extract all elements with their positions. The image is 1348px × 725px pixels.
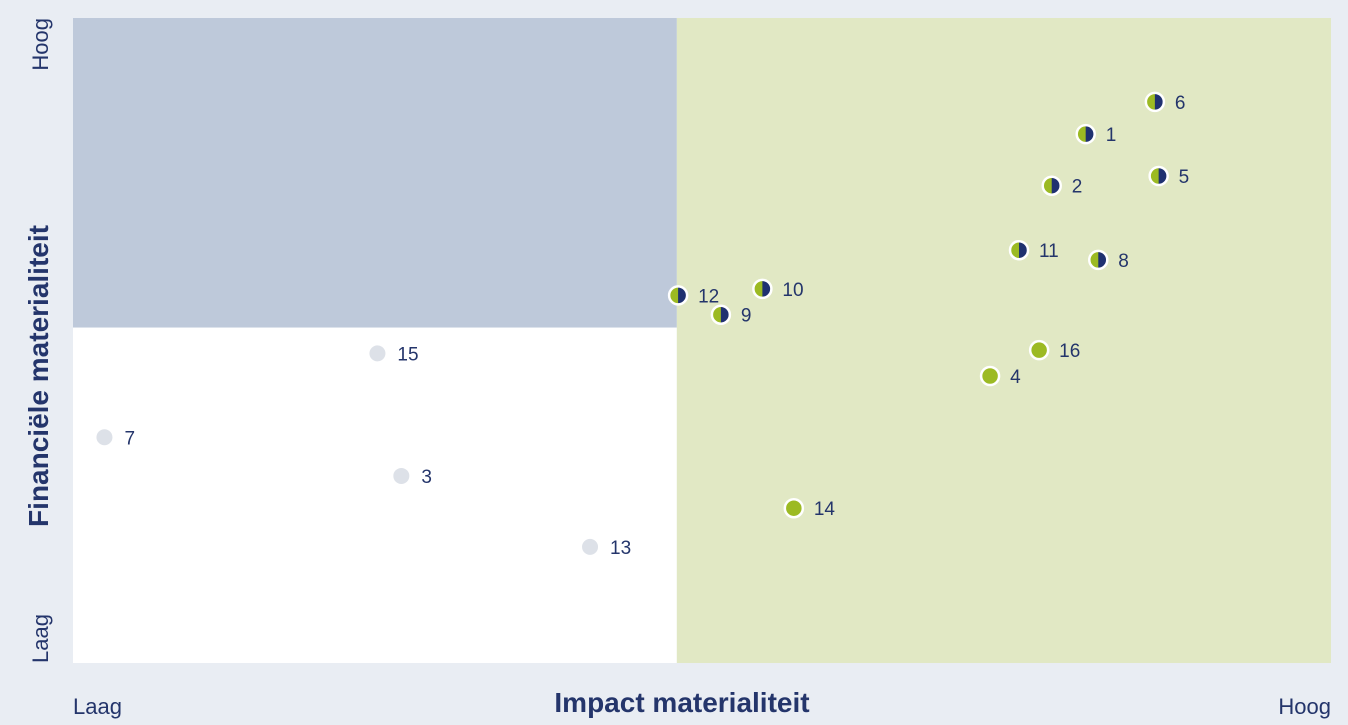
quadrant-bottom-left	[73, 327, 677, 663]
point-marker-ring-6	[1144, 91, 1166, 113]
point-marker-ring-12	[667, 285, 689, 306]
point-label-16: 16	[1059, 341, 1080, 362]
point-label-8: 8	[1118, 251, 1129, 272]
data-point-11: 11	[1008, 239, 1059, 262]
y-axis-title: Financiële materialiteit	[23, 225, 54, 527]
y-axis-low-label: Laag	[28, 614, 53, 663]
point-marker-4	[979, 365, 1001, 387]
point-marker-3	[393, 467, 410, 484]
point-label-6: 6	[1175, 93, 1186, 114]
point-label-7: 7	[124, 428, 135, 449]
data-point-15: 15	[369, 344, 419, 365]
data-point-6: 6	[1144, 91, 1186, 114]
point-marker-ring-11	[1008, 239, 1030, 261]
point-label-12: 12	[698, 286, 719, 307]
point-label-15: 15	[397, 344, 418, 365]
point-label-13: 13	[610, 538, 631, 559]
point-marker-ring-8	[1088, 249, 1109, 271]
point-label-14: 14	[814, 499, 836, 520]
data-point-14: 14	[783, 497, 836, 520]
x-axis-high-label: Hoog	[1278, 694, 1331, 719]
point-marker-13	[582, 538, 599, 555]
x-axis-low-label: Laag	[73, 694, 122, 719]
point-label-2: 2	[1072, 177, 1083, 198]
x-axis-title: Impact materialiteit	[554, 687, 809, 718]
data-point-2: 2	[1041, 175, 1083, 198]
data-point-3: 3	[393, 467, 432, 488]
data-point-10: 10	[752, 278, 804, 301]
data-point-8: 8	[1088, 249, 1129, 272]
point-marker-14	[783, 497, 805, 519]
point-label-5: 5	[1179, 167, 1190, 188]
point-label-9: 9	[741, 306, 752, 327]
quadrants	[73, 18, 1331, 663]
point-label-1: 1	[1106, 125, 1117, 146]
data-point-7: 7	[96, 428, 135, 449]
point-marker-ring-9	[710, 304, 732, 325]
data-point-1: 1	[1075, 123, 1117, 146]
data-point-16: 16	[1028, 339, 1080, 362]
point-label-11: 11	[1039, 241, 1059, 262]
data-point-12: 12	[667, 285, 719, 307]
quadrant-top-left	[73, 18, 677, 328]
quadrant-right	[676, 18, 1331, 663]
data-point-13: 13	[582, 538, 631, 559]
point-marker-ring-5	[1148, 165, 1169, 187]
point-marker-ring-1	[1075, 123, 1096, 145]
point-marker-7	[96, 429, 113, 446]
point-label-4: 4	[1010, 367, 1021, 388]
data-point-4: 4	[979, 365, 1021, 388]
point-marker-16	[1028, 339, 1050, 361]
data-point-9: 9	[710, 304, 752, 327]
point-marker-15	[369, 345, 386, 362]
point-label-10: 10	[782, 280, 803, 301]
point-marker-ring-2	[1041, 175, 1062, 196]
point-label-3: 3	[421, 467, 432, 488]
y-axis-high-label: Hoog	[28, 18, 53, 71]
data-point-5: 5	[1148, 165, 1190, 188]
point-marker-ring-10	[752, 278, 773, 300]
